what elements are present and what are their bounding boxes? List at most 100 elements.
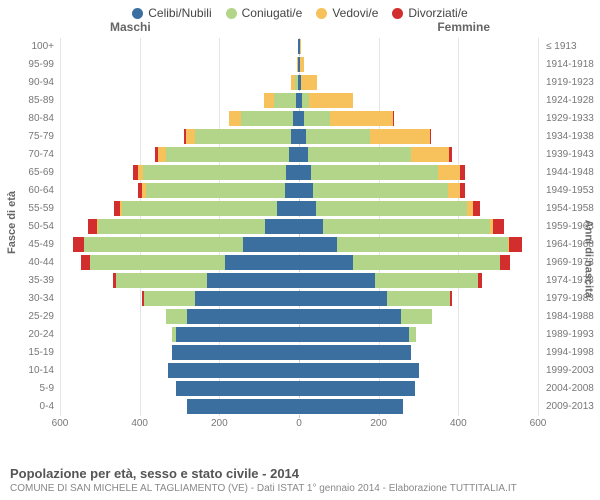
male-bar [142,291,299,306]
segment-cel [299,183,313,198]
segment-div [449,147,451,162]
segment-cel [299,147,308,162]
female-bar [299,57,304,72]
segment-ved [229,111,241,126]
segment-cel [291,129,299,144]
female-bar [299,39,301,54]
birthyear-axis: ≤ 19131914-19181919-19231924-19281929-19… [542,38,600,416]
birthyear-tick: 1984-1988 [542,308,600,326]
legend-swatch [316,8,327,19]
segment-cel [207,273,299,288]
pyramid-row [60,380,538,398]
birthyear-tick: 1944-1948 [542,164,600,182]
age-tick: 15-19 [0,344,58,362]
male-bar [133,165,299,180]
x-tick: 400 [450,418,467,429]
birthyear-tick: 1964-1968 [542,236,600,254]
segment-ved [370,129,430,144]
age-tick: 5-9 [0,380,58,398]
segment-ved [264,93,274,108]
birthyear-tick: 1949-1953 [542,182,600,200]
grid-line [538,38,539,416]
segment-cel [289,147,299,162]
segment-cel [176,327,299,342]
segment-div [509,237,522,252]
male-bar [291,75,299,90]
segment-con [274,93,296,108]
male-bar [114,201,299,216]
male-bar [138,183,299,198]
age-tick: 95-99 [0,56,58,74]
male-bar [73,237,299,252]
gender-labels: Maschi Femmine [0,20,600,38]
birthyear-tick: ≤ 1913 [542,38,600,56]
age-tick: 25-29 [0,308,58,326]
segment-cel [299,219,323,234]
segment-con [144,291,196,306]
legend-swatch [392,8,403,19]
segment-con [337,237,508,252]
segment-con [311,165,438,180]
segment-con [166,309,188,324]
pyramid-row [60,74,538,92]
female-bar [299,255,510,270]
segment-ved [411,147,449,162]
female-bar [299,309,432,324]
segment-con [122,201,277,216]
legend-item: Divorziati/e [392,6,467,20]
female-bar [299,201,480,216]
age-tick: 70-74 [0,146,58,164]
birthyear-tick: 1934-1938 [542,128,600,146]
segment-con [387,291,451,306]
pyramid-row [60,326,538,344]
male-bar [81,255,299,270]
segment-con [306,129,370,144]
male-bar [172,327,299,342]
legend-label: Celibi/Nubili [148,6,211,20]
pyramid-row [60,344,538,362]
birthyear-tick: 1914-1918 [542,56,600,74]
segment-cel [299,237,337,252]
segment-ved [158,147,166,162]
legend: Celibi/Nubili Coniugati/e Vedovi/e Divor… [0,0,600,20]
segment-cel [172,345,299,360]
segment-con [143,165,286,180]
birthyear-tick: 1969-1973 [542,254,600,272]
segment-div [393,111,394,126]
segment-cel [299,273,375,288]
female-bar [299,399,403,414]
birthyear-tick: 1924-1928 [542,92,600,110]
male-bar [155,147,299,162]
segment-div [450,291,452,306]
male-bar [187,399,299,414]
female-bar [299,93,353,108]
segment-cel [277,201,299,216]
male-bar [264,93,299,108]
segment-con [401,309,433,324]
chart-footer: Popolazione per età, sesso e stato civil… [10,466,517,494]
age-tick: 60-64 [0,182,58,200]
female-bar [299,291,452,306]
segment-cel [299,345,411,360]
segment-cel [243,237,299,252]
segment-con [313,183,448,198]
segment-con [304,111,330,126]
x-tick: 0 [296,418,302,429]
population-pyramid: Fasce di età Anni di nascita 100+95-9990… [0,38,600,438]
age-tick: 30-34 [0,290,58,308]
segment-ved [300,39,301,54]
male-label: Maschi [110,20,151,34]
pyramid-row [60,146,538,164]
segment-div [460,183,465,198]
legend-label: Coniugati/e [242,6,303,20]
male-bar [229,111,299,126]
segment-cel [299,201,316,216]
x-tick: 400 [131,418,148,429]
segment-con [316,201,467,216]
plot-area: 6004002000200400600 [60,38,538,438]
birthyear-tick: 1989-1993 [542,326,600,344]
pyramid-row [60,254,538,272]
segment-con [98,219,265,234]
segment-ved [301,75,317,90]
female-bar [299,237,522,252]
